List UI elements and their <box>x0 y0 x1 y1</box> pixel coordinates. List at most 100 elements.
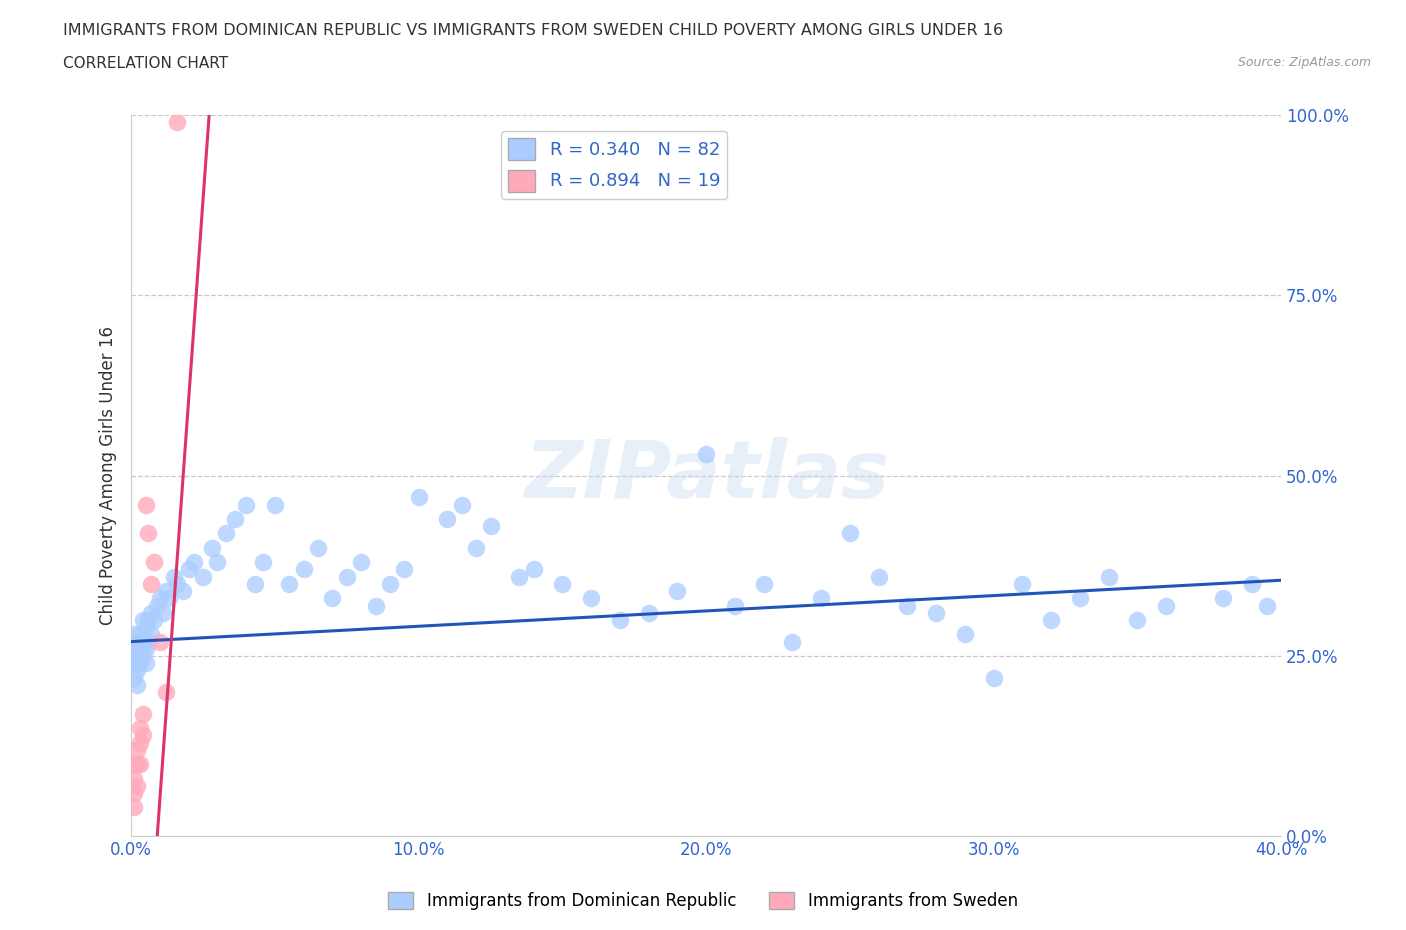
Point <box>307 540 329 555</box>
Point <box>125 648 148 663</box>
Point <box>953 627 976 642</box>
Point <box>1069 591 1091 605</box>
Point <box>172 584 194 599</box>
Text: ZIPatlas: ZIPatlas <box>523 437 889 514</box>
Point <box>138 634 160 649</box>
Point <box>135 619 157 634</box>
Point <box>135 497 157 512</box>
Point <box>125 757 148 772</box>
Point <box>810 591 832 605</box>
Point <box>132 706 155 721</box>
Point <box>868 569 890 584</box>
Point <box>122 656 145 671</box>
Point <box>925 605 948 620</box>
Point <box>141 605 163 620</box>
Point <box>125 742 148 757</box>
Point <box>166 577 188 591</box>
Point <box>166 114 188 129</box>
Point <box>163 569 186 584</box>
Text: Source: ZipAtlas.com: Source: ZipAtlas.com <box>1237 56 1371 69</box>
Point <box>278 577 301 591</box>
Point <box>135 656 157 671</box>
Text: CORRELATION CHART: CORRELATION CHART <box>63 56 228 71</box>
Point <box>408 490 430 505</box>
Point <box>1097 569 1119 584</box>
Point <box>125 634 148 649</box>
Point <box>394 562 416 577</box>
Point <box>264 497 287 512</box>
Point <box>132 634 155 649</box>
Point <box>508 569 530 584</box>
Point <box>637 605 659 620</box>
Point <box>128 642 150 657</box>
Point <box>122 786 145 801</box>
Point <box>149 634 172 649</box>
Point <box>128 627 150 642</box>
Point <box>152 605 174 620</box>
Point <box>235 497 257 512</box>
Point <box>243 577 266 591</box>
Point <box>135 642 157 657</box>
Point <box>122 627 145 642</box>
Point <box>207 555 229 570</box>
Point <box>1154 598 1177 613</box>
Point <box>896 598 918 613</box>
Point <box>128 721 150 736</box>
Point <box>838 526 860 541</box>
Point <box>128 757 150 772</box>
Point <box>125 778 148 793</box>
Point <box>1040 613 1063 628</box>
Y-axis label: Child Poverty Among Girls Under 16: Child Poverty Among Girls Under 16 <box>100 326 117 625</box>
Point <box>201 540 224 555</box>
Point <box>157 591 180 605</box>
Point <box>224 512 246 526</box>
Point <box>128 735 150 750</box>
Point <box>364 598 387 613</box>
Point <box>579 591 602 605</box>
Point <box>1011 577 1033 591</box>
Point <box>551 577 574 591</box>
Point <box>128 656 150 671</box>
Point <box>292 562 315 577</box>
Point <box>724 598 747 613</box>
Point <box>191 569 214 584</box>
Point <box>450 497 472 512</box>
Point <box>436 512 458 526</box>
Point <box>122 800 145 815</box>
Point <box>155 584 177 599</box>
Point <box>141 627 163 642</box>
Point <box>336 569 359 584</box>
Legend: Immigrants from Dominican Republic, Immigrants from Sweden: Immigrants from Dominican Republic, Immi… <box>381 885 1025 917</box>
Point <box>321 591 343 605</box>
Point <box>1241 577 1264 591</box>
Point <box>350 555 373 570</box>
Point <box>122 671 145 685</box>
Point <box>695 446 717 461</box>
Point <box>666 584 689 599</box>
Point <box>983 671 1005 685</box>
Point <box>1212 591 1234 605</box>
Point <box>465 540 488 555</box>
Point <box>122 771 145 786</box>
Point <box>143 555 166 570</box>
Point <box>141 577 163 591</box>
Point <box>138 526 160 541</box>
Point <box>155 684 177 699</box>
Point <box>132 728 155 743</box>
Point <box>183 555 205 570</box>
Point <box>609 613 631 628</box>
Point <box>125 677 148 692</box>
Point <box>132 648 155 663</box>
Point <box>215 526 238 541</box>
Point <box>122 757 145 772</box>
Point <box>125 663 148 678</box>
Point <box>252 555 274 570</box>
Legend: R = 0.340   N = 82, R = 0.894   N = 19: R = 0.340 N = 82, R = 0.894 N = 19 <box>501 131 727 199</box>
Point <box>378 577 401 591</box>
Point <box>782 634 804 649</box>
Point <box>177 562 200 577</box>
Point <box>138 613 160 628</box>
Point <box>523 562 546 577</box>
Point <box>149 591 172 605</box>
Point <box>479 519 502 534</box>
